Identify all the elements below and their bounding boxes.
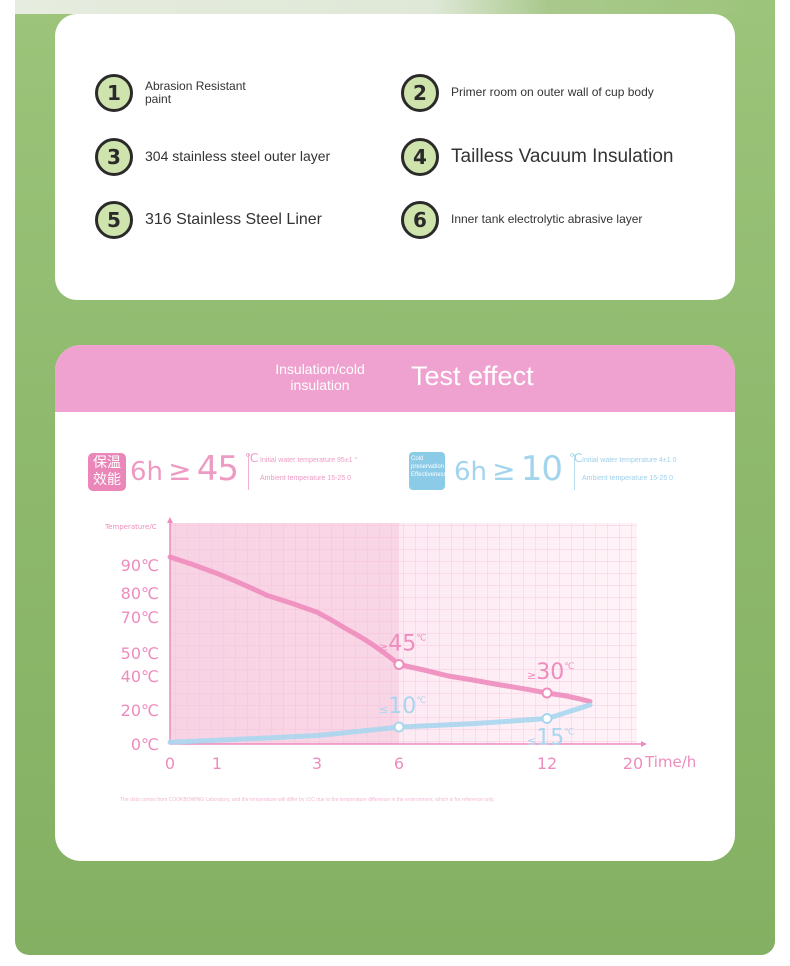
- y-tick-label: 90℃: [121, 556, 159, 575]
- cold-series-line: [167, 702, 593, 745]
- layer-item-2: 2 Primer room on outer wall of cup body: [401, 74, 654, 112]
- cold-annotation-label: ≤10℃: [379, 694, 426, 719]
- y-axis-ticks: 90℃ 80℃ 70℃ 50℃ 40℃ 20℃ 0℃: [121, 556, 159, 754]
- hot-geq: ≥: [168, 454, 192, 487]
- layer-item-3: 3 304 stainless steel outer layer: [95, 138, 330, 176]
- hot-stat: 6h ≥ 45 ℃: [130, 449, 259, 489]
- hot-badge: 保温效能: [88, 453, 126, 491]
- cold-unit: ℃: [569, 451, 583, 465]
- layers-card: 1 Abrasion Resistant paint 2 Primer room…: [55, 14, 735, 300]
- hot-annotation-label: ≥45℃: [379, 632, 426, 657]
- hot-info-line2: Ambient temperature 15-25 0: [260, 475, 352, 482]
- number-badge: 6: [401, 201, 439, 239]
- layer-label: 316 Stainless Steel Liner: [145, 211, 322, 229]
- temperature-chart: 90℃ 80℃ 70℃ 50℃ 40℃ 20℃ 0℃ 0 1 3 6 12 20 ≥45℃ ≥30℃ ≤1…: [104, 517, 696, 773]
- divider: [248, 454, 249, 490]
- test-effect-card: Insulation/cold insulation Test effect 保…: [55, 345, 735, 861]
- x-tick-label: 12: [537, 754, 557, 773]
- layer-item-6: 6 Inner tank electrolytic abrasive layer: [401, 201, 642, 239]
- hot-annotation-label: ≥30℃: [527, 660, 574, 685]
- plot-background: [167, 517, 647, 747]
- x-axis-label: Time/h: [644, 753, 696, 771]
- cold-info-line2: Ambient temperature 15-25 0: [582, 475, 674, 482]
- card-header: Insulation/cold insulation Test effect: [55, 345, 735, 412]
- layer-label: Inner tank electrolytic abrasive layer: [451, 212, 643, 227]
- hot-hours: 6h: [130, 457, 164, 487]
- number-badge: 2: [401, 74, 439, 112]
- cold-stat: 6h ≥ 10 ℃: [454, 449, 583, 489]
- hot-info-line1: Initial water temperature 95±1 °: [260, 457, 358, 464]
- number-badge: 4: [401, 138, 439, 176]
- cold-annotation-label: ≤15℃: [527, 726, 574, 751]
- y-tick-label: 40℃: [121, 667, 159, 686]
- x-tick-label: 6: [394, 754, 404, 773]
- y-axis-label: Temperature/C: [104, 523, 157, 531]
- cold-hours: 6h: [454, 457, 488, 487]
- y-tick-label: 80℃: [121, 584, 159, 603]
- x-tick-label: 0: [165, 754, 175, 773]
- cold-point: [393, 721, 405, 733]
- layer-item-5: 5 316 Stainless Steel Liner: [95, 201, 322, 239]
- header-title: Test effect: [411, 361, 534, 391]
- number-badge: 5: [95, 201, 133, 239]
- layer-label: Tailless Vacuum Insulation: [451, 145, 674, 167]
- layer-label: 304 stainless steel outer layer: [145, 148, 331, 165]
- y-axis-arrow: [167, 517, 173, 523]
- cold-point: [541, 713, 553, 724]
- grid: [170, 523, 637, 744]
- cold-geq: ≥: [492, 454, 516, 487]
- layer-item-1: 1 Abrasion Resistant paint: [95, 74, 265, 112]
- footnote: The data comes from COOKBOWING Laborator…: [120, 797, 495, 803]
- number-badge: 1: [95, 74, 133, 112]
- y-tick-label: 20℃: [121, 701, 159, 720]
- y-tick-label: 50℃: [121, 644, 159, 663]
- hot-info: Initial water temperature 95±1 ° Ambient…: [260, 452, 357, 488]
- hot-temp: 45: [196, 449, 239, 489]
- hot-point: [541, 687, 553, 699]
- cold-info-line1: Initial water temperature 4±1 0: [582, 457, 677, 464]
- top-strip: [15, 0, 775, 14]
- cold-info: Initial water temperature 4±1 0 Ambient …: [582, 452, 677, 488]
- header-subtitle: Insulation/cold insulation: [275, 361, 365, 394]
- x-tick-label: 20: [623, 754, 643, 773]
- x-tick-label: 1: [212, 754, 222, 773]
- x-tick-label: 3: [312, 754, 322, 773]
- x-axis-arrow: [641, 741, 647, 747]
- hot-point: [393, 659, 405, 670]
- y-tick-label: 0℃: [131, 735, 159, 754]
- annotations: ≥45℃ ≥30℃ ≤10℃ ≤15℃: [379, 632, 574, 751]
- cold-badge: Cold preservation Effectiveness: [409, 452, 447, 490]
- number-badge: 3: [95, 138, 133, 176]
- divider: [574, 454, 575, 490]
- x-axis-ticks: 0 1 3 6 12 20: [165, 754, 643, 773]
- layer-item-4: 4 Tailless Vacuum Insulation: [401, 138, 673, 176]
- cold-temp: 10: [520, 449, 563, 489]
- layer-label: Primer room on outer wall of cup body: [451, 85, 654, 100]
- layer-label: Abrasion Resistant paint: [145, 78, 246, 106]
- y-tick-label: 70℃: [121, 608, 159, 627]
